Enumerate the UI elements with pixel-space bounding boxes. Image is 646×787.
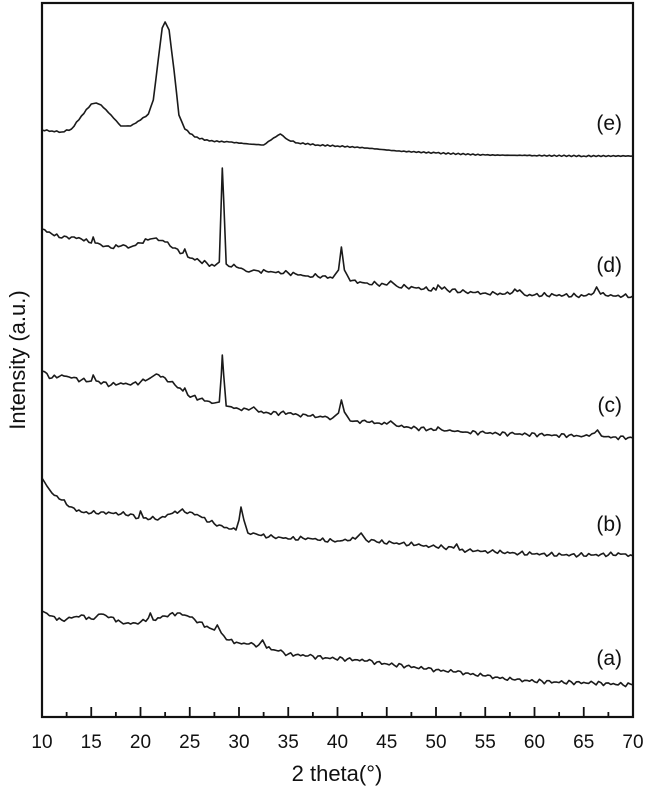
curve-label-e: (e) [596, 112, 622, 135]
x-tick-label: 55 [475, 732, 496, 753]
y-axis-title: Intensity (a.u.) [5, 290, 30, 429]
curve-label-c: (c) [598, 394, 623, 417]
x-axis-ticks [65, 707, 610, 717]
curve-b [41, 477, 634, 558]
curve-c [41, 354, 634, 441]
x-tick-label: 40 [327, 732, 348, 753]
curve-a [41, 610, 634, 688]
curves-group [41, 21, 634, 688]
x-tick-label: 10 [31, 732, 52, 753]
curve-label-a: (a) [596, 647, 622, 670]
curve-labels-group: (e) (d) (c) (b) (a) [596, 112, 622, 670]
x-tick-label: 20 [130, 732, 151, 753]
x-tick-label: 60 [524, 732, 545, 753]
curve-d [41, 167, 634, 299]
curve-label-b: (b) [596, 513, 622, 536]
x-axis-title: 2 theta(°) [292, 761, 383, 786]
x-tick-label: 50 [425, 732, 446, 753]
x-tick-label: 30 [228, 732, 249, 753]
curve-label-d: (d) [596, 254, 622, 277]
x-tick-label: 15 [81, 732, 102, 753]
curve-e [41, 21, 634, 158]
plot-frame [40, 1, 635, 719]
x-tick-label: 25 [179, 732, 200, 753]
x-axis-tick-labels: 10 15 20 25 30 35 40 45 50 55 60 65 70 [31, 732, 643, 753]
x-tick-label: 65 [573, 732, 594, 753]
x-tick-label: 45 [376, 732, 397, 753]
x-tick-label: 35 [278, 732, 299, 753]
x-tick-label: 70 [622, 732, 643, 753]
